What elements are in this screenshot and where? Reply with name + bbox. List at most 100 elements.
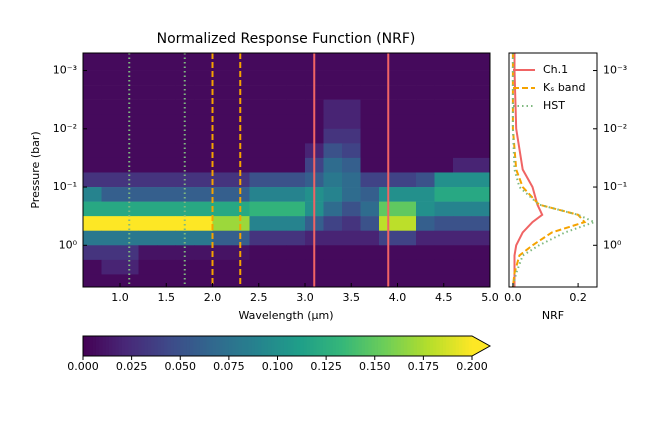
heat-cell — [342, 157, 361, 173]
colorbar-swatch — [86, 336, 90, 356]
heat-cell — [286, 216, 306, 232]
heat-cell — [397, 245, 417, 261]
heat-cell — [397, 216, 417, 232]
colorbar-swatch — [164, 336, 168, 356]
heat-cell — [194, 259, 213, 275]
heat-cell — [83, 230, 102, 246]
heat-cell — [138, 70, 158, 86]
heat-cell — [101, 99, 121, 115]
colorbar-swatch — [433, 336, 437, 356]
heat-cell — [323, 230, 343, 246]
heat-cell — [212, 274, 232, 287]
heat-cell — [360, 99, 380, 115]
heat-cell — [194, 143, 213, 159]
colorbar-swatch — [167, 336, 172, 356]
colorbar-swatch — [462, 336, 467, 356]
colorbar-swatch — [251, 336, 256, 356]
heat-cell — [453, 216, 472, 232]
heat-cell — [397, 157, 417, 173]
colorbar-tick-label: 0.150 — [359, 360, 391, 373]
colorbar-swatch — [183, 336, 188, 356]
colorbar-swatch — [134, 336, 139, 356]
heat-cell — [397, 172, 417, 188]
heat-cell — [286, 274, 306, 287]
y-axis-label: Pressure (bar) — [29, 131, 42, 208]
colorbar-swatch — [141, 336, 146, 356]
colorbar-swatch — [138, 336, 142, 356]
heat-cell — [175, 128, 195, 144]
colorbar-swatch — [151, 336, 155, 356]
heat-cell — [175, 274, 195, 287]
colorbar-swatch — [264, 336, 269, 356]
heat-cell — [138, 201, 158, 217]
colorbar-swatch — [365, 336, 369, 356]
heat-cell — [453, 274, 472, 287]
colorbar-tick-label: 0.050 — [165, 360, 197, 373]
heat-cell — [194, 128, 213, 144]
colorbar-swatch — [410, 336, 415, 356]
heat-cell — [360, 70, 380, 86]
colorbar-swatch — [99, 336, 103, 356]
colorbar-swatch — [394, 336, 398, 356]
colorbar-swatch — [446, 336, 450, 356]
heat-cell — [138, 216, 158, 232]
heat-cell — [83, 70, 102, 86]
x-tick-label: 4.0 — [389, 291, 407, 304]
colorbar-swatch — [144, 336, 149, 356]
heat-cell — [157, 143, 176, 159]
heat-cell — [175, 53, 195, 71]
y-tick-label: 10⁻³ — [53, 64, 77, 77]
heat-cell — [323, 53, 343, 71]
colorbar-swatch — [348, 336, 353, 356]
colorbar-swatch — [455, 336, 460, 356]
colorbar-swatch — [157, 336, 162, 356]
heat-cell — [397, 230, 417, 246]
heat-cell — [83, 85, 102, 100]
colorbar-extension — [472, 336, 490, 356]
heat-cell — [138, 85, 158, 100]
heat-cell — [249, 216, 269, 232]
legend-label: Kₛ band — [543, 81, 586, 94]
x-tick-label: 3.0 — [296, 291, 314, 304]
heat-cell — [416, 157, 435, 173]
heat-cell — [268, 70, 287, 86]
heat-cell — [323, 216, 343, 232]
heat-cell — [268, 187, 287, 202]
heat-cell — [342, 201, 361, 217]
colorbar-tick-label: 0.000 — [67, 360, 99, 373]
colorbar-swatch — [271, 336, 275, 356]
heat-cell — [342, 128, 361, 144]
colorbar-tick-label: 0.100 — [262, 360, 294, 373]
heat-cell — [397, 259, 417, 275]
heat-cell — [120, 216, 139, 232]
heat-cell — [212, 259, 232, 275]
heat-cell — [157, 70, 176, 86]
heat-cell — [286, 201, 306, 217]
colorbar-swatch — [160, 336, 165, 356]
heat-cell — [453, 114, 472, 130]
heat-cell — [194, 114, 213, 130]
colorbar-swatch — [245, 336, 249, 356]
heat-cell — [453, 128, 472, 144]
heat-cell — [416, 99, 435, 115]
colorbar-swatch — [280, 336, 285, 356]
heat-cell — [212, 216, 232, 232]
colorbar-swatch — [112, 336, 116, 356]
heat-cell — [231, 53, 250, 71]
colorbar-tick-label: 0.125 — [310, 360, 342, 373]
heat-cell — [157, 99, 176, 115]
colorbar-swatch — [254, 336, 259, 356]
side-y-tick-label: 10⁻³ — [603, 64, 627, 77]
colorbar-swatch — [258, 336, 262, 356]
heat-cell — [360, 53, 380, 71]
heat-cell — [360, 85, 380, 100]
y-tick-label: 10⁰ — [59, 238, 78, 251]
colorbar-swatch — [215, 336, 220, 356]
heat-cell — [83, 187, 102, 202]
colorbar-swatch — [326, 336, 330, 356]
heat-cell — [286, 143, 306, 159]
heat-cell — [175, 216, 195, 232]
heat-cell — [360, 230, 380, 246]
heat-cell — [268, 216, 287, 232]
heat-cell — [416, 274, 435, 287]
